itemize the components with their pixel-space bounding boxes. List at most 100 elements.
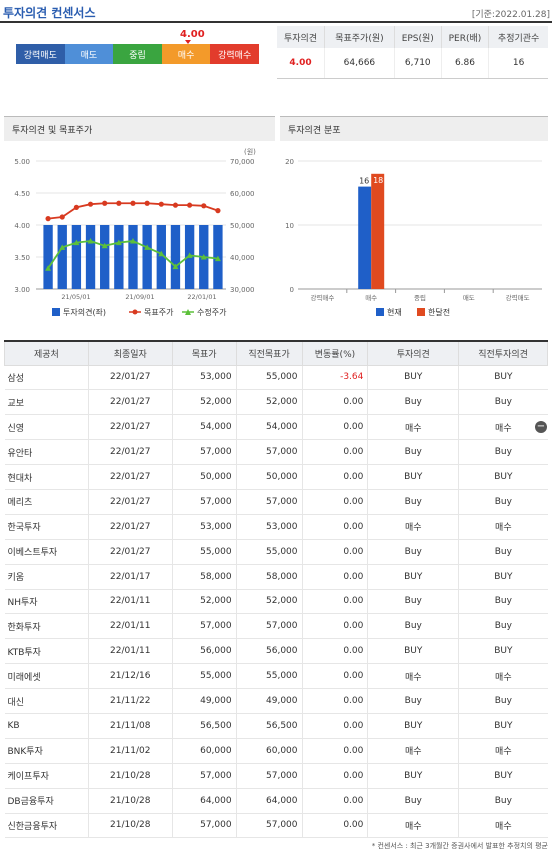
opinion-bar <box>71 225 82 289</box>
gauge-segment: 강력매수 <box>210 44 259 64</box>
change-cell: 0.00 <box>302 688 369 714</box>
price-point <box>87 201 94 207</box>
prev-target-cell: 57,000 <box>236 813 303 839</box>
consensus-header: 투자의견 <box>277 26 325 48</box>
adj-price-point <box>87 238 94 244</box>
provider-cell: 삼성 <box>4 365 89 391</box>
prev-target-cell: 49,000 <box>236 688 303 714</box>
adj-price-point <box>130 238 136 244</box>
prev-target-cell: 52,000 <box>236 389 303 416</box>
date-cell: 22/01/27 <box>88 439 173 466</box>
y-tick-left: 4.00 <box>14 222 30 230</box>
opinion-bar <box>128 225 138 289</box>
opinion-bar <box>57 225 67 289</box>
target-cell: 60,000 <box>172 738 237 764</box>
data-label: 16 <box>359 177 369 186</box>
table-row: 유안타 22/01/27 57,000 57,000 0.00 Buy Buy <box>4 439 548 466</box>
prev-target-cell: 50,000 <box>236 464 303 490</box>
prev-target-cell: 56,000 <box>236 638 303 665</box>
date-cell: 22/01/11 <box>88 613 173 640</box>
provider-cell: 유안타 <box>4 439 89 466</box>
table-row: DB금융투자 21/10/28 64,000 64,000 0.00 Buy Buy <box>4 788 548 814</box>
change-cell: 0.00 <box>302 439 369 466</box>
table-row: 삼성 22/01/27 53,000 55,000 -3.64 BUY BUY <box>4 365 548 391</box>
table-row: 메리츠 22/01/27 57,000 57,000 0.00 Buy Buy <box>4 489 548 515</box>
prev-target-cell: 52,000 <box>236 589 303 615</box>
change-cell: -3.64 <box>302 365 369 391</box>
y-unit: (원) <box>244 147 256 156</box>
target-cell: 57,000 <box>172 763 237 789</box>
table-row: 케이프투자 21/10/28 57,000 57,000 0.00 BUY BUY <box>4 763 548 789</box>
change-cell: 0.00 <box>302 713 369 739</box>
panel-title: 투자의견 분포 <box>280 116 548 141</box>
opinion-cell: Buy <box>367 539 460 565</box>
target-cell: 56,500 <box>172 713 237 739</box>
prev-opinion-cell: Buy <box>458 688 548 714</box>
date-cell: 22/01/11 <box>88 638 173 665</box>
date-cell: 21/11/22 <box>88 688 173 714</box>
date-cell: 22/01/27 <box>88 514 173 540</box>
prev-opinion-cell: Buy <box>458 589 548 615</box>
date-cell: 22/01/27 <box>88 464 173 490</box>
prev-opinion-cell: 매수 <box>458 738 548 764</box>
prev-month-bar <box>371 173 385 289</box>
provider-cell: BNK투자 <box>4 738 89 764</box>
opinion-bar <box>156 225 166 289</box>
table-row: 이베스트투자 22/01/27 55,000 55,000 0.00 Buy Buy <box>4 539 548 565</box>
provider-cell: DB금융투자 <box>4 788 89 814</box>
legend-label: 목표주가 <box>144 308 174 317</box>
target-cell: 64,000 <box>172 788 237 814</box>
change-cell: 0.00 <box>302 638 369 665</box>
adj-price-point <box>59 244 66 250</box>
table-row: 신한금융투자 21/10/28 57,000 57,000 0.00 매수 매수 <box>4 813 548 839</box>
y-tick-right: 30,000 <box>230 286 255 294</box>
target-cell: 57,000 <box>172 613 237 640</box>
legend-label: 투자의견(좌) <box>63 307 106 317</box>
opinion-bar <box>142 225 152 289</box>
date-cell: 22/01/11 <box>88 589 173 615</box>
table-row: 대신 21/11/22 49,000 49,000 0.00 Buy Buy <box>4 688 548 714</box>
y-tick-right: 60,000 <box>230 190 255 198</box>
adj-price-point <box>115 239 122 246</box>
prev-target-cell: 58,000 <box>236 564 303 590</box>
gauge-segment: 매도 <box>64 44 114 64</box>
date-cell: 22/01/17 <box>88 564 173 590</box>
date-cell: 21/11/02 <box>88 738 173 764</box>
collapse-icon[interactable]: − <box>535 421 547 433</box>
provider-cell: 현대차 <box>4 464 89 490</box>
adj-price-point <box>172 263 179 270</box>
opinion-bar <box>114 225 124 289</box>
x-tick: 21/09/01 <box>125 293 154 301</box>
table-header: 직전투자의견 <box>458 340 548 366</box>
gauge-segment: 매수 <box>161 44 211 64</box>
price-point <box>73 204 79 210</box>
consensus-table: 투자의견 목표주가(원) EPS(원) PER(배) 추정기관수 4.00 64… <box>277 26 548 79</box>
table-header: 변동률(%) <box>301 340 369 366</box>
y-tick-left: 4.50 <box>14 190 30 198</box>
date-cell: 22/01/27 <box>88 489 173 515</box>
provider-cell: 메리츠 <box>4 489 89 515</box>
target-cell: 53,000 <box>172 514 237 540</box>
prev-opinion-cell: 매수 <box>458 813 548 839</box>
change-cell: 0.00 <box>302 813 369 839</box>
provider-cell: 케이프투자 <box>4 763 89 789</box>
change-cell: 0.00 <box>302 589 369 615</box>
title-divider <box>0 21 552 23</box>
prev-target-cell: 64,000 <box>236 788 303 814</box>
legend-swatch <box>185 309 191 315</box>
provider-cell: KB <box>4 713 89 739</box>
prev-target-cell: 55,000 <box>236 663 303 690</box>
provider-cell: 한국투자 <box>4 514 89 540</box>
date-cell: 21/10/28 <box>88 763 173 789</box>
prev-opinion-cell: Buy <box>458 613 548 640</box>
legend-swatch <box>376 308 384 316</box>
change-cell: 0.00 <box>302 464 369 490</box>
legend-label: 한달전 <box>428 307 450 317</box>
prev-target-cell: 54,000 <box>236 414 303 441</box>
prev-target-cell: 55,000 <box>236 365 303 391</box>
consensus-target-price: 64,666 <box>324 48 395 79</box>
table-row: NH투자 22/01/11 52,000 52,000 0.00 Buy Buy <box>4 589 548 615</box>
opinion-cell: Buy <box>367 688 460 714</box>
change-cell: 0.00 <box>302 663 369 690</box>
